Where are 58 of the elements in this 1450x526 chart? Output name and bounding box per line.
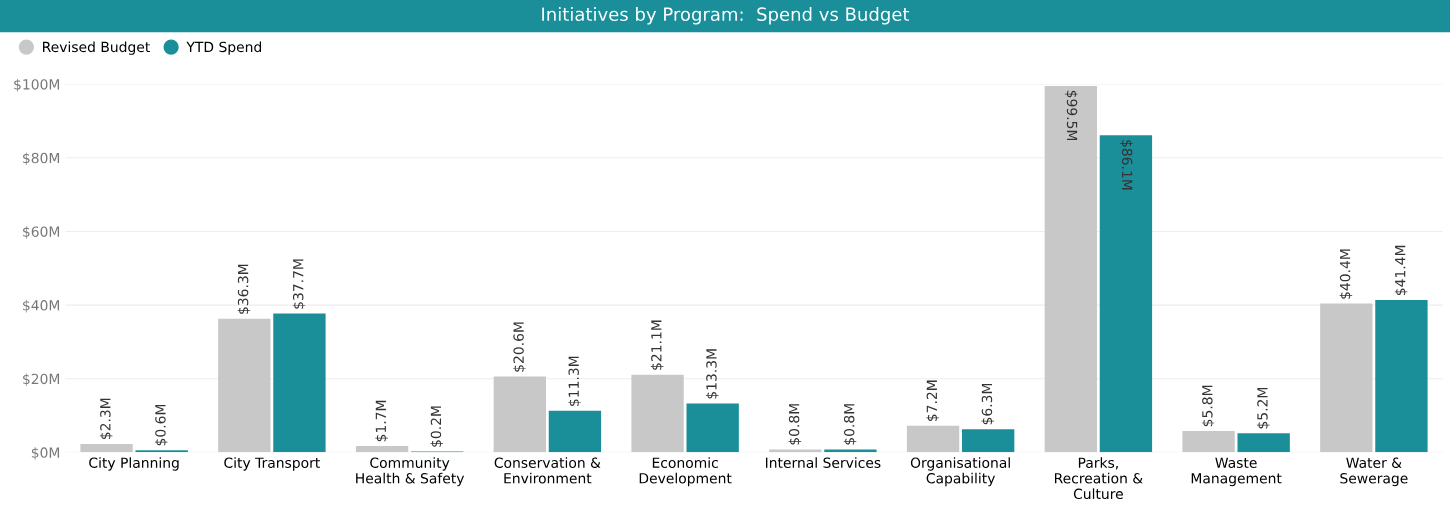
bar [769,449,822,453]
bar [218,318,271,453]
data-label: $86.1M [1120,140,1133,190]
data-label: $5.2M [1256,387,1270,429]
data-label: $40.4M [1339,249,1353,299]
data-label: $5.8M [1201,385,1215,427]
legend-label: YTD Spend [186,41,262,55]
data-label: $7.2M [926,380,939,422]
bar [1044,86,1097,453]
data-label: $0.8M [843,404,857,445]
y-tick-label: $80M [23,152,60,166]
bar [906,425,960,453]
bar [686,403,739,453]
bar [631,374,684,453]
y-tick-label: $60M [23,226,60,239]
data-label: $36.3M [237,264,251,314]
x-tick-label: Organisational Capability [910,457,1010,487]
data-label: $6.3M [981,383,995,425]
bar [962,429,1015,453]
data-label: $0.2M [430,406,444,447]
data-label: $99.5M [1064,90,1078,141]
data-label: $11.3M [568,356,581,406]
legend-label: Revised Budget [43,41,150,55]
x-tick-label: Internal Services [765,457,881,468]
x-tick-label: Waste Management [1191,457,1282,487]
bar [1237,433,1290,453]
bar [135,450,188,453]
bar [1182,431,1235,453]
bar [493,376,546,453]
y-tick-label: $0M [31,447,60,460]
data-label: $2.3M [99,398,113,440]
bar [1099,135,1153,453]
data-label: $0.8M [788,404,802,445]
data-label: $1.7M [375,400,388,442]
y-tick-label: $40M [23,299,60,313]
x-tick-label: Conservation & Environment [494,457,601,484]
bar [80,443,133,453]
x-tick-label: Parks, Recreation & Culture [1054,457,1143,500]
x-tick-label: Water & Sewerage [1340,457,1408,487]
data-label: $21.1M [650,320,664,370]
x-tick-label: Community Health & Safety [356,457,465,487]
data-label: $0.6M [154,404,168,446]
data-label: $41.4M [1394,245,1408,296]
y-tick-label: $20M [23,373,60,387]
x-tick-label: City Planning [89,457,179,471]
bar [1320,303,1373,453]
y-tick-label: $100M [14,78,60,92]
x-tick-label: Economic Development [639,457,732,487]
bar [548,410,602,453]
bar [273,313,326,453]
bar [824,449,877,453]
bar [1375,299,1428,453]
chart-title: Initiatives by Program: Spend vs Budget [542,7,910,25]
data-label: $37.7M [292,259,306,309]
data-label: $20.6M [513,322,526,372]
bar [355,446,409,453]
data-label: $13.3M [705,349,719,399]
x-tick-label: City Transport [224,457,320,471]
